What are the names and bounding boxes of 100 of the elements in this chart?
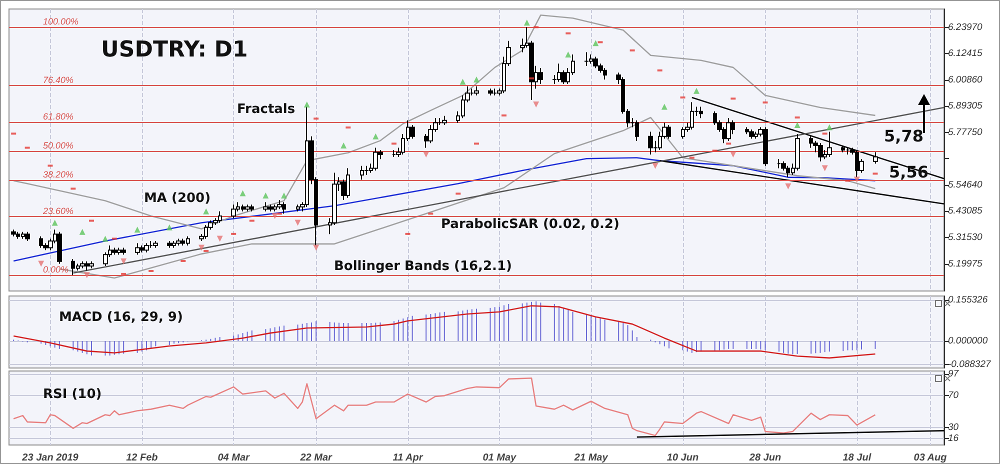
point: [281, 192, 287, 198]
point: [102, 236, 108, 242]
y-tick-label: 6.00860: [948, 74, 984, 86]
candlestick: [89, 260, 94, 269]
x-tick-label: 03 Aug: [914, 452, 947, 464]
x-tick-label: 18 Jul: [842, 452, 872, 464]
point: [134, 226, 140, 233]
candlestick: [153, 240, 158, 248]
text: MACD (16, 29, 9): [59, 310, 183, 325]
ref-line-label: 100.00%: [43, 16, 79, 27]
point: [52, 220, 58, 226]
point: [120, 258, 127, 264]
point: [203, 208, 210, 214]
y-tick-label: -0.088327: [948, 358, 992, 370]
point: [565, 51, 572, 58]
text: USDTRY: D1: [101, 38, 248, 62]
point: [474, 76, 480, 82]
x-tick-label: 21 May: [573, 452, 608, 464]
point: [38, 260, 44, 267]
x-tick-label: 01 May: [482, 452, 517, 464]
point: [826, 124, 832, 130]
point: [240, 190, 246, 196]
x-tick-label: 10 Jun: [666, 452, 699, 464]
point: [694, 88, 700, 94]
point: [198, 244, 204, 251]
point: [592, 40, 599, 46]
ref-line-label: 50.00%: [43, 140, 74, 150]
candlestick: [57, 231, 62, 264]
annotation: 5,56: [889, 162, 928, 182]
y-tick-label: 97: [948, 368, 960, 380]
candlestick: [112, 247, 117, 256]
candlestick: [795, 134, 800, 171]
annotation: ParabolicSAR (0.02, 0.2): [441, 217, 620, 232]
annotation: MA (200): [144, 191, 211, 206]
candlestick: [749, 129, 754, 140]
point: [272, 212, 278, 219]
candlestick: [167, 240, 172, 248]
candlestick: [726, 118, 731, 142]
y-tick-label: 5.31530: [948, 232, 984, 243]
candlestick: [245, 204, 250, 212]
annotation: Fractals: [237, 102, 296, 117]
point: [794, 122, 800, 128]
x-tick-label: 04 Mar: [218, 452, 251, 464]
point: [460, 78, 466, 85]
point: [304, 102, 310, 108]
ref-line-label: 61.80%: [43, 111, 74, 122]
line-series: [12, 157, 876, 262]
candlestick: [873, 152, 878, 164]
x-tick-label: 22 Mar: [299, 452, 334, 464]
y-tick-label: 5.54640: [948, 179, 984, 190]
line-series: [12, 378, 876, 436]
line-series: [12, 305, 876, 359]
point: [652, 162, 658, 169]
point: [730, 152, 736, 158]
y-tick-label: 0.000000: [948, 336, 988, 346]
ref-line-label: 23.60%: [42, 206, 74, 216]
x-tick-label: 11 Apr: [392, 452, 424, 464]
candlestick: [410, 124, 415, 140]
y-tick-label: 30: [948, 422, 960, 433]
y-tick-label: 5.77750: [948, 126, 984, 138]
annotation: Bollinger Bands (16,2.1): [334, 259, 512, 274]
candlestick: [135, 242, 140, 256]
x-tick-label: 23 Jan 2019: [21, 452, 79, 464]
candlestick: [277, 200, 282, 210]
candlestick: [538, 68, 543, 85]
candlestick: [176, 238, 181, 246]
candlestick: [11, 229, 16, 237]
ref-line-label: 38.20%: [43, 170, 74, 180]
candlestick: [144, 242, 149, 253]
y-tick-label: 70: [948, 390, 960, 402]
point: [313, 244, 320, 251]
point: [340, 142, 347, 148]
candlestick: [80, 260, 85, 269]
ref-line-label: 0.00%: [43, 264, 69, 274]
point: [785, 183, 792, 190]
candlestick: [121, 247, 126, 256]
point: [661, 104, 668, 110]
y-tick-label: 6.12415: [948, 48, 984, 60]
point: [84, 272, 90, 278]
line-series: [12, 14, 876, 230]
candlestick: [364, 165, 369, 176]
x-tick-label: 12 Feb: [126, 452, 158, 464]
y-tick-label: 5.43085: [948, 206, 984, 217]
point: [524, 20, 530, 26]
ref-line-label: 76.40%: [43, 75, 74, 86]
candlestick: [25, 231, 30, 242]
y-tick-label: 16: [948, 433, 960, 444]
candlestick: [488, 88, 493, 96]
point: [854, 176, 860, 183]
point: [262, 192, 269, 198]
point: [166, 224, 172, 230]
text: RSI (10): [43, 387, 102, 402]
point: [216, 236, 223, 242]
point: [423, 152, 430, 158]
point: [294, 220, 301, 226]
point: [822, 165, 828, 172]
y-tick-label: 0.155326: [948, 294, 988, 306]
annotation: 5,78: [884, 126, 924, 146]
point: [79, 228, 86, 235]
candlestick: [584, 52, 589, 66]
